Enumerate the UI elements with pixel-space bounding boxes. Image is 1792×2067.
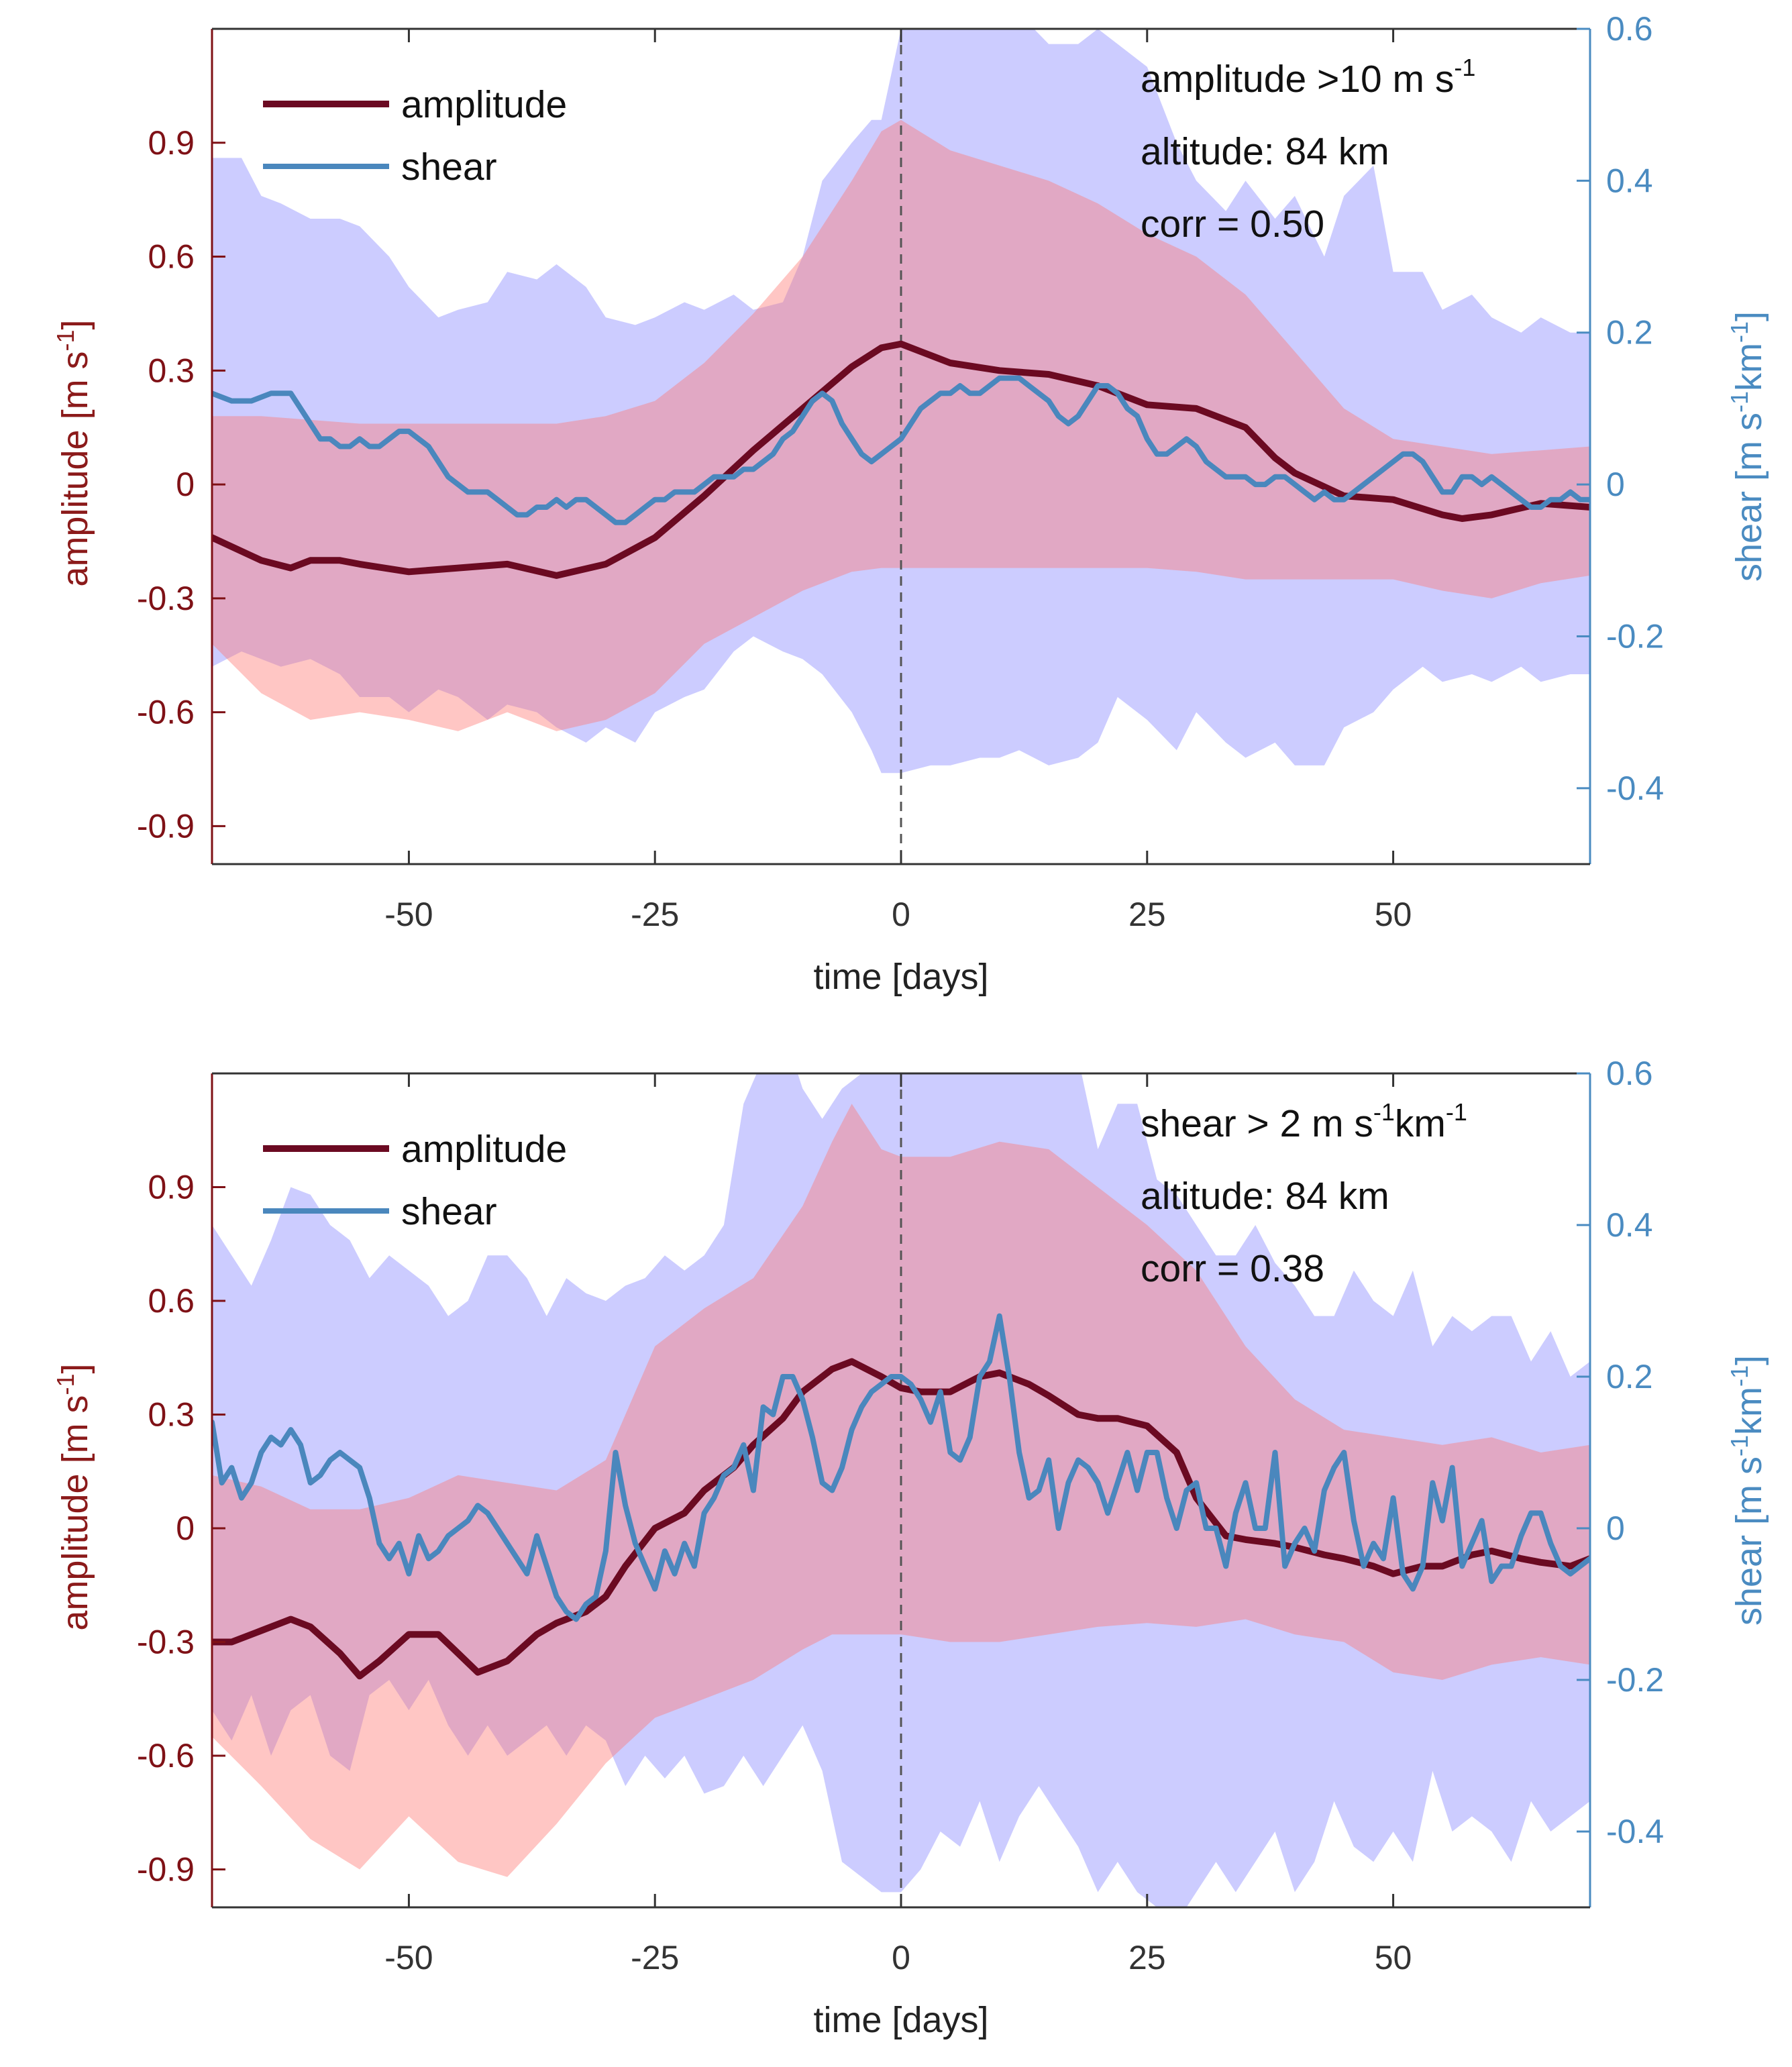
left-tick-label: 0 <box>176 1509 195 1547</box>
right-tick-label: 0.6 <box>1606 1055 1653 1092</box>
x-tick-label: -50 <box>384 896 433 933</box>
left-tick-label: 0.9 <box>148 1169 195 1206</box>
right-tick-label: -0.2 <box>1606 617 1664 655</box>
right-tick-label: 0 <box>1606 466 1625 503</box>
chart-panel-1: -50 -25 0 25 50 0.9 0.6 0.3 0 -0.3 -0.6 -0.9 0.6 0.4 0… <box>52 10 1769 997</box>
left-tick-label: -0.6 <box>137 694 195 731</box>
left-tick-label: -0.9 <box>137 807 195 845</box>
right-tick-label: 0.4 <box>1606 1206 1653 1244</box>
shear-line <box>212 375 1590 525</box>
annotation-line-2: altitude: 84 km <box>1141 1175 1389 1218</box>
left-tick-label: -0.3 <box>137 580 195 617</box>
left-tick-label: 0.6 <box>148 1282 195 1320</box>
right-tick-label: 0.2 <box>1606 314 1653 352</box>
right-axis-label: shear [m s-1km-1] <box>1726 1355 1769 1626</box>
annotation-line-2: altitude: 84 km <box>1141 130 1389 173</box>
annotation-line-3: corr = 0.50 <box>1141 203 1324 246</box>
x-tick-label: -50 <box>384 1939 433 1976</box>
annotation-line-1: amplitude >10 m s-1 <box>1141 54 1475 101</box>
right-tick-label: -0.4 <box>1606 770 1664 807</box>
legend-shear-label: shear <box>401 146 497 189</box>
x-axis-label: time [days] <box>813 2000 988 2040</box>
x-tick-label: 25 <box>1128 1939 1166 1976</box>
left-axis-label: amplitude [m s-1] <box>52 1363 95 1630</box>
left-tick-label: -0.3 <box>137 1624 195 1661</box>
legend: amplitude shear <box>263 1128 567 1233</box>
left-tick-label: 0.3 <box>148 352 195 389</box>
x-tick-label: 0 <box>892 1939 910 1976</box>
annotation-line-1: shear > 2 m s-1km-1 <box>1141 1098 1467 1145</box>
x-axis-label: time [days] <box>813 957 988 997</box>
plot-area <box>212 29 1590 864</box>
right-tick-label: 0.6 <box>1606 10 1653 48</box>
chart-panel-2: -50 -25 0 25 50 0.9 0.6 0.3 0 -0.3 -0.6 -0.9 0.6 0.4 0… <box>52 1055 1769 2040</box>
annotation-block: amplitude >10 m s-1 altitude: 84 km corr =… <box>1141 54 1475 246</box>
right-tick-label: 0.4 <box>1606 162 1653 199</box>
left-axis-label: amplitude [m s-1] <box>52 319 95 586</box>
annotation-line-3: corr = 0.38 <box>1141 1247 1324 1290</box>
right-tick-label: -0.2 <box>1606 1661 1664 1699</box>
shear-band <box>212 1073 1590 1907</box>
right-tick-label: -0.4 <box>1606 1813 1664 1850</box>
x-tick-label: 25 <box>1128 896 1166 933</box>
left-tick-label: 0.9 <box>148 124 195 162</box>
left-tick-label: -0.6 <box>137 1737 195 1774</box>
right-tick-label: 0.2 <box>1606 1358 1653 1395</box>
left-tick-label: -0.9 <box>137 1851 195 1889</box>
right-axis-label: shear [m s-1km-1] <box>1726 311 1769 582</box>
right-tick-label: 0 <box>1606 1509 1625 1547</box>
amplitude-line <box>212 340 1590 579</box>
left-tick-label: 0 <box>176 466 195 503</box>
legend-amplitude-label: amplitude <box>401 83 567 126</box>
amplitude-band <box>212 1104 1590 1877</box>
x-tick-label: 0 <box>892 896 910 933</box>
left-tick-label: 0.3 <box>148 1396 195 1434</box>
left-tick-label: 0.6 <box>148 238 195 276</box>
legend: amplitude shear <box>263 83 567 189</box>
legend-shear-label: shear <box>401 1190 497 1233</box>
legend-amplitude-label: amplitude <box>401 1128 567 1171</box>
x-tick-label: -25 <box>631 1939 679 1976</box>
x-tick-label: -25 <box>631 896 679 933</box>
x-tick-label: 50 <box>1375 896 1412 933</box>
x-tick-label: 50 <box>1375 1939 1412 1976</box>
annotation-block: shear > 2 m s-1km-1 altitude: 84 km corr =… <box>1141 1098 1467 1290</box>
shear-line <box>212 1313 1590 1622</box>
plot-area <box>212 1073 1590 1907</box>
